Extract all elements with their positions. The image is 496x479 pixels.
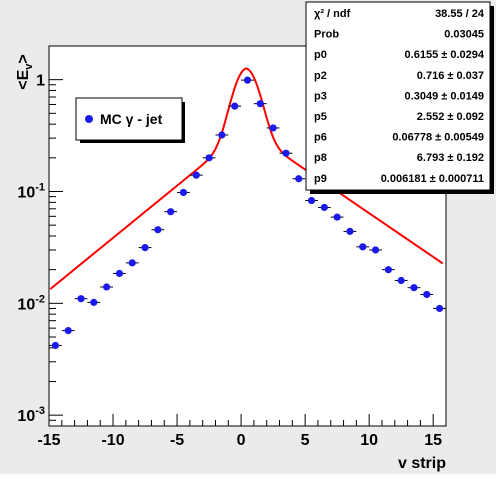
legend-shadow <box>182 102 185 143</box>
y-axis-title: <Ev> <box>15 54 35 89</box>
x-axis-ticks: -15 -10 -5 0 5 10 15 <box>37 414 447 449</box>
x-tick-label: 5 <box>301 432 310 449</box>
data-point <box>295 175 303 183</box>
data-point <box>269 124 277 132</box>
y-axis-title-main: <E <box>15 69 32 89</box>
stat-value: 0.03045 <box>444 29 484 41</box>
stat-value: 0.3049 ± 0.0149 <box>405 90 484 102</box>
stat-label: p3 <box>314 90 327 102</box>
stat-value: 0.716 ± 0.037 <box>417 70 484 82</box>
stat-label: Prob <box>314 29 339 41</box>
legend: MC γ - jet <box>75 97 185 143</box>
data-point <box>218 131 226 139</box>
x-tick-label: -5 <box>170 432 184 449</box>
data-point <box>179 188 188 197</box>
data-point <box>128 259 136 267</box>
data-point <box>397 276 405 285</box>
data-point <box>103 283 111 291</box>
stat-label: p8 <box>314 152 327 164</box>
data-point <box>77 295 85 303</box>
x-tick-label: 10 <box>360 432 378 449</box>
data-point <box>192 171 200 179</box>
y-tick-label: 10-1 <box>17 181 45 201</box>
data-point <box>51 341 60 350</box>
stat-label: p6 <box>314 132 327 144</box>
data-point <box>154 226 162 234</box>
stat-value: 6.793 ± 0.192 <box>417 152 484 164</box>
data-point <box>205 154 213 162</box>
fit-curve <box>49 67 444 290</box>
data-point <box>256 100 264 108</box>
y-tick-label: 10-3 <box>17 405 45 425</box>
stats-box-bg <box>305 1 491 191</box>
data-point <box>371 246 380 254</box>
legend-marker <box>85 115 93 123</box>
stat-value: 38.55 / 24 <box>435 8 485 20</box>
stats-rows: χ² / ndf 38.55 / 24 Prob 0.03045 p0 0.6155 ± … <box>314 8 485 185</box>
stat-label: p5 <box>314 111 327 123</box>
y-tick-label: 1 <box>36 73 45 90</box>
data-point <box>167 208 175 216</box>
data-point <box>141 244 149 252</box>
data-point <box>115 269 124 278</box>
data-point <box>359 243 367 251</box>
stat-label: p2 <box>314 70 327 82</box>
x-tick-label: 15 <box>424 432 442 449</box>
y-axis-title-close: > <box>15 54 32 63</box>
x-tick-label: -15 <box>37 432 60 449</box>
x-tick-label: -10 <box>101 432 124 449</box>
y-axis-title-sub: v <box>23 63 35 70</box>
fit-curve-group <box>49 67 444 290</box>
y-axis-ticks: 1 10-1 10-2 10-3 <box>17 45 63 427</box>
stat-value: 2.552 ± 0.092 <box>417 111 484 123</box>
x-tick-label: 0 <box>237 432 246 449</box>
data-point <box>64 327 72 335</box>
data-point <box>423 290 431 299</box>
y-tick-label: 10-2 <box>17 293 45 313</box>
data-points-group <box>49 76 446 350</box>
stat-value: 0.006181 ± 0.000711 <box>381 173 484 185</box>
legend-label: MC γ - jet <box>100 111 163 127</box>
legend-shadow-bottom <box>80 140 185 143</box>
stats-box: χ² / ndf 38.55 / 24 Prob 0.03045 p0 0.6155 ± … <box>305 1 494 194</box>
x-axis-title: v strip <box>398 455 446 472</box>
data-point <box>410 284 418 292</box>
stat-label: χ² / ndf <box>314 8 351 20</box>
data-point <box>320 203 328 212</box>
data-point <box>333 213 341 221</box>
data-point <box>384 266 392 274</box>
stat-value: 0.6155 ± 0.0294 <box>405 49 485 61</box>
data-point <box>435 304 444 313</box>
data-point <box>282 149 290 157</box>
data-point <box>90 298 98 306</box>
stat-value: 0.06778 ± 0.00549 <box>392 132 484 144</box>
data-point <box>243 76 252 84</box>
data-point <box>346 227 354 235</box>
stat-label: p0 <box>314 49 327 61</box>
data-point <box>307 196 316 205</box>
stat-label: p9 <box>314 173 327 185</box>
data-point <box>231 102 239 110</box>
